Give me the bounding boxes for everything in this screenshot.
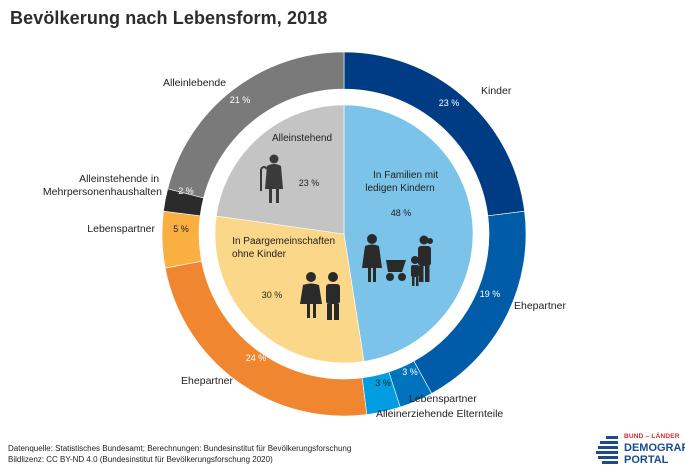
pct-label-ehepartner-1: 19 % [480, 289, 501, 299]
pct-label-alleinerziehende: 3 % [375, 378, 391, 388]
outer-segment-5 [161, 210, 202, 269]
family-icon [362, 234, 433, 286]
outer-label-alleinstehende-mehrpersonen: Alleinstehende in Mehrpersonenhaushalten [43, 173, 162, 198]
inner-label-paar: In Paargemeinschaften ohne Kinder [232, 236, 338, 260]
inner-label-familien-line-2: ledigen Kindern [365, 183, 435, 194]
outer-label-line-2: Mehrpersonenhaushalten [43, 186, 162, 198]
elderly-woman-icon [260, 154, 283, 203]
outer-label-kinder: Kinder [481, 85, 512, 97]
pct-label-lebenspartner-1: 3 % [402, 367, 418, 377]
inner-pct-familien: 48 % [391, 208, 412, 218]
pct-label-lebenspartner-2: 5 % [173, 224, 189, 234]
inner-label-familien: In Familien mit ledigen Kindern [365, 170, 441, 194]
logo-line-2: DEMOGRAFIE [624, 442, 685, 454]
outer-label-lebenspartner-1: Lebenspartner [409, 393, 477, 405]
pct-label-alleinlebende: 21 % [230, 95, 251, 105]
demografie-portal-logo: BUND – LÄNDER DEMOGRAFIE PORTAL [596, 432, 685, 468]
inner-label-alleinstehend: Alleinstehend [272, 133, 332, 144]
outer-label-alleinerziehende: Alleinerziehende Elternteile [376, 408, 503, 420]
chart-title: Bevölkerung nach Lebensform, 2018 [10, 8, 328, 28]
source-note: Datenquelle: Statistisches Bundesamt; Be… [8, 444, 352, 453]
pct-label-kinder: 23 % [439, 98, 460, 108]
inner-ring [214, 104, 474, 364]
outer-label-lebenspartner-2: Lebenspartner [87, 223, 155, 235]
outer-label-ehepartner-1: Ehepartner [514, 300, 566, 312]
inner-label-paar-line-1: In Paargemeinschaften [232, 236, 335, 247]
outer-label-ehepartner-2: Ehepartner [181, 375, 233, 387]
logo-line-3: PORTAL [624, 454, 669, 466]
outer-label-line-1: Alleinstehende in [79, 173, 159, 185]
logo-stripes-icon [596, 436, 618, 464]
couple-icon [300, 272, 340, 320]
pct-label-ehepartner-2: 24 % [246, 353, 267, 363]
outer-ring [161, 51, 527, 417]
donut-chart: 23 % 19 % 3 % 3 % 24 % 5 % 2 % 21 % Kind… [43, 51, 566, 420]
inner-segment-1 [214, 215, 365, 364]
inner-pct-alleinstehend: 23 % [299, 178, 320, 188]
outer-segment-7 [167, 51, 345, 199]
license-note: Bildlizenz: CC BY-ND 4.0 (Bundesinstitut… [8, 454, 273, 464]
pct-label-alleinstehende-mehrpersonen: 2 % [178, 186, 194, 196]
outer-label-alleinlebende: Alleinlebende [163, 77, 226, 89]
footer: Datenquelle: Statistisches Bundesamt; Be… [8, 444, 351, 465]
inner-label-paar-line-2: ohne Kinder [232, 249, 287, 260]
logo-line-1: BUND – LÄNDER [624, 433, 680, 440]
inner-label-familien-line-1: In Familien mit [373, 170, 438, 181]
inner-pct-paar: 30 % [262, 290, 283, 300]
inner-segment-0 [343, 104, 474, 362]
